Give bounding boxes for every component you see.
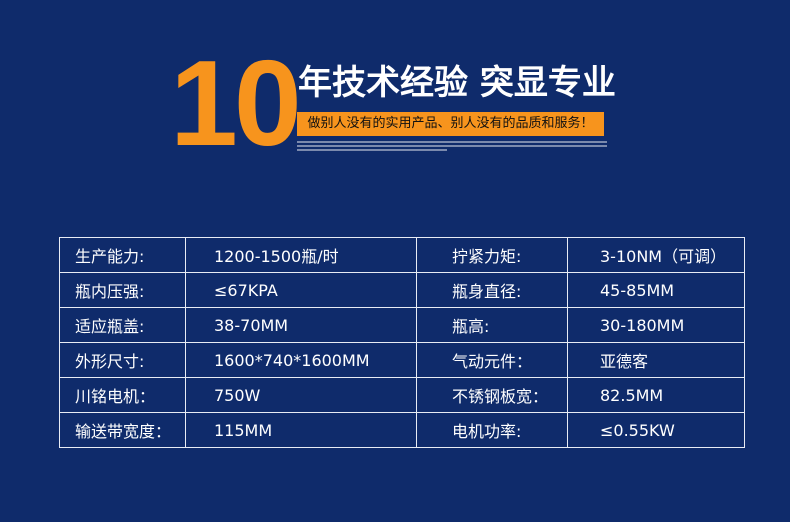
spec-value: 115MM — [185, 412, 417, 448]
spec-label: 不锈钢板宽： — [416, 377, 568, 413]
spec-row: 生产能力: 1200-1500瓶/时 拧紧力矩: 3-10NM（可调） — [59, 237, 745, 273]
decorative-fine-text — [297, 141, 607, 143]
spec-value: 82.5MM — [567, 377, 745, 413]
spec-value: 亚德客 — [567, 342, 745, 378]
spec-label: 适应瓶盖: — [59, 307, 186, 343]
spec-row: 适应瓶盖: 38-70MM 瓶高: 30-180MM — [59, 307, 745, 343]
spec-value: 750W — [185, 377, 417, 413]
slogan-banner: 做别人没有的实用产品、别人没有的品质和服务！ — [297, 112, 604, 136]
spec-value: 38-70MM — [185, 307, 417, 343]
spec-label: 川铭电机： — [59, 377, 186, 413]
spec-label: 瓶高: — [416, 307, 568, 343]
spec-value: 30-180MM — [567, 307, 745, 343]
spec-label: 拧紧力矩: — [416, 237, 568, 273]
spec-label: 外形尺寸: — [59, 342, 186, 378]
decorative-fine-text — [297, 145, 607, 147]
spec-value: ≤0.55KW — [567, 412, 745, 448]
spec-label: 瓶身直径: — [416, 272, 568, 308]
spec-row: 输送带宽度： 115MM 电机功率: ≤0.55KW — [59, 412, 745, 448]
spec-value: 45-85MM — [567, 272, 745, 308]
spec-table: 生产能力: 1200-1500瓶/时 拧紧力矩: 3-10NM（可调） 瓶内压强: ≤67… — [59, 237, 745, 448]
spec-label: 气动元件： — [416, 342, 568, 378]
spec-label: 电机功率: — [416, 412, 568, 448]
spec-value: 1200-1500瓶/时 — [185, 237, 417, 273]
spec-value: 3-10NM（可调） — [567, 237, 745, 273]
spec-value: ≤67KPA — [185, 272, 417, 308]
spec-row: 瓶内压强: ≤67KPA 瓶身直径: 45-85MM — [59, 272, 745, 308]
spec-value: 1600*740*1600MM — [185, 342, 417, 378]
spec-row: 外形尺寸: 1600*740*1600MM 气动元件： 亚德客 — [59, 342, 745, 378]
headline: 年技术经验 突显专业 — [298, 63, 616, 103]
spec-row: 川铭电机： 750W 不锈钢板宽： 82.5MM — [59, 377, 745, 413]
spec-label: 瓶内压强: — [59, 272, 186, 308]
spec-label: 输送带宽度： — [59, 412, 186, 448]
spec-label: 生产能力: — [59, 237, 186, 273]
decorative-fine-text — [297, 149, 447, 151]
ten-years-number: 10 — [170, 35, 302, 171]
